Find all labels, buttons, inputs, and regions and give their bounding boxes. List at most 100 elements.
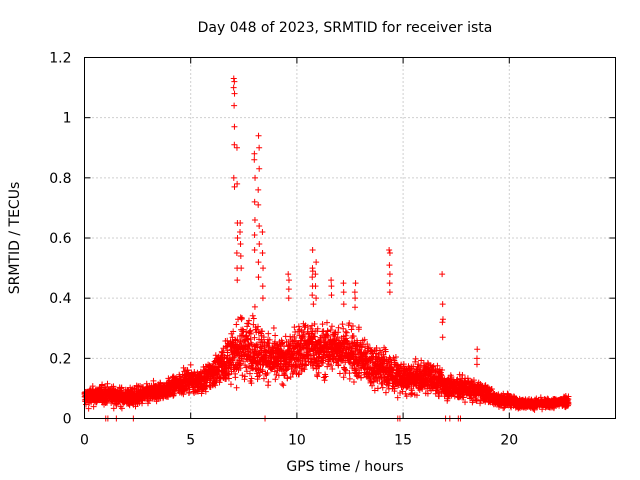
data-point [231, 102, 238, 109]
data-point [314, 373, 321, 380]
data-point [170, 392, 177, 399]
data-point [311, 320, 318, 327]
data-point [234, 180, 241, 187]
data-point [386, 262, 393, 269]
data-point [343, 329, 350, 336]
data-point [340, 301, 347, 308]
data-point [245, 320, 252, 327]
data-point [313, 259, 320, 266]
data-point [239, 372, 246, 379]
data-point [266, 343, 273, 350]
data-point [251, 156, 258, 163]
data-point [265, 378, 272, 385]
data-point [348, 326, 355, 333]
data-point [473, 355, 480, 362]
data-point [186, 386, 193, 393]
data-point [386, 289, 393, 296]
data-point [110, 383, 117, 390]
data-point [230, 75, 237, 82]
data-point [233, 321, 240, 328]
data-point [409, 390, 416, 397]
data-point [310, 301, 317, 308]
data-point [386, 271, 393, 278]
data-point [224, 349, 231, 356]
data-point [256, 144, 263, 151]
data-point [231, 90, 238, 97]
data-point [237, 241, 244, 248]
data-point [251, 334, 258, 341]
data-point [233, 144, 240, 151]
data-point [90, 403, 97, 410]
data-point [241, 337, 248, 344]
data-point [340, 280, 347, 287]
data-point [290, 369, 297, 376]
data-point [270, 324, 277, 331]
data-point [255, 259, 262, 266]
data-point [285, 295, 292, 302]
data-point [346, 375, 353, 382]
data-point [237, 253, 244, 260]
data-point [382, 389, 389, 396]
data-point [386, 250, 393, 257]
data-point [295, 323, 302, 330]
data-point [260, 334, 267, 341]
data-point [328, 292, 335, 299]
data-points [81, 75, 572, 422]
data-point [255, 323, 262, 330]
data-point [244, 323, 251, 330]
data-point [352, 280, 359, 287]
data-point [328, 277, 335, 284]
data-point [321, 377, 328, 384]
data-point [85, 405, 92, 412]
data-point [328, 323, 335, 330]
data-point [231, 78, 238, 85]
data-point [233, 384, 240, 391]
data-point [439, 319, 446, 326]
data-point [230, 84, 237, 91]
data-point [335, 324, 342, 331]
data-point [339, 321, 346, 328]
data-point [250, 315, 257, 322]
data-point [251, 303, 258, 310]
data-point [312, 271, 319, 278]
data-point [230, 328, 237, 335]
data-point [340, 289, 347, 296]
data-point [232, 374, 239, 381]
data-point [310, 365, 317, 372]
data-point [110, 405, 117, 412]
data-point [323, 319, 330, 326]
data-point [240, 358, 247, 365]
data-point [231, 141, 238, 148]
data-point [474, 346, 481, 353]
x-tick-label: 15 [394, 433, 412, 449]
chart-title: Day 048 of 2023, SRMTID for receiver ist… [198, 20, 493, 36]
data-point [256, 165, 263, 172]
data-point [231, 183, 238, 190]
data-point [256, 222, 263, 229]
data-point [227, 381, 234, 388]
data-point [439, 271, 446, 278]
data-point [231, 123, 238, 130]
data-point [336, 370, 343, 377]
y-tick-label: 1 [63, 111, 72, 127]
x-tick-labels: 0 5 10 15 20 [80, 433, 518, 449]
y-axis-label: SRMTID / TECUs [7, 182, 23, 295]
data-point [243, 368, 250, 375]
data-point [309, 274, 316, 281]
data-point [251, 150, 258, 157]
data-point [234, 235, 241, 241]
data-point [238, 265, 245, 272]
data-point [255, 274, 262, 281]
data-point [264, 370, 271, 377]
data-point [259, 283, 266, 290]
data-point [243, 364, 250, 371]
data-point [312, 283, 319, 290]
data-point [251, 231, 258, 238]
data-point [279, 380, 286, 387]
data-point [309, 292, 316, 299]
data-point [256, 241, 263, 248]
data-point [249, 312, 256, 319]
data-point [255, 132, 262, 139]
data-point [212, 382, 219, 389]
